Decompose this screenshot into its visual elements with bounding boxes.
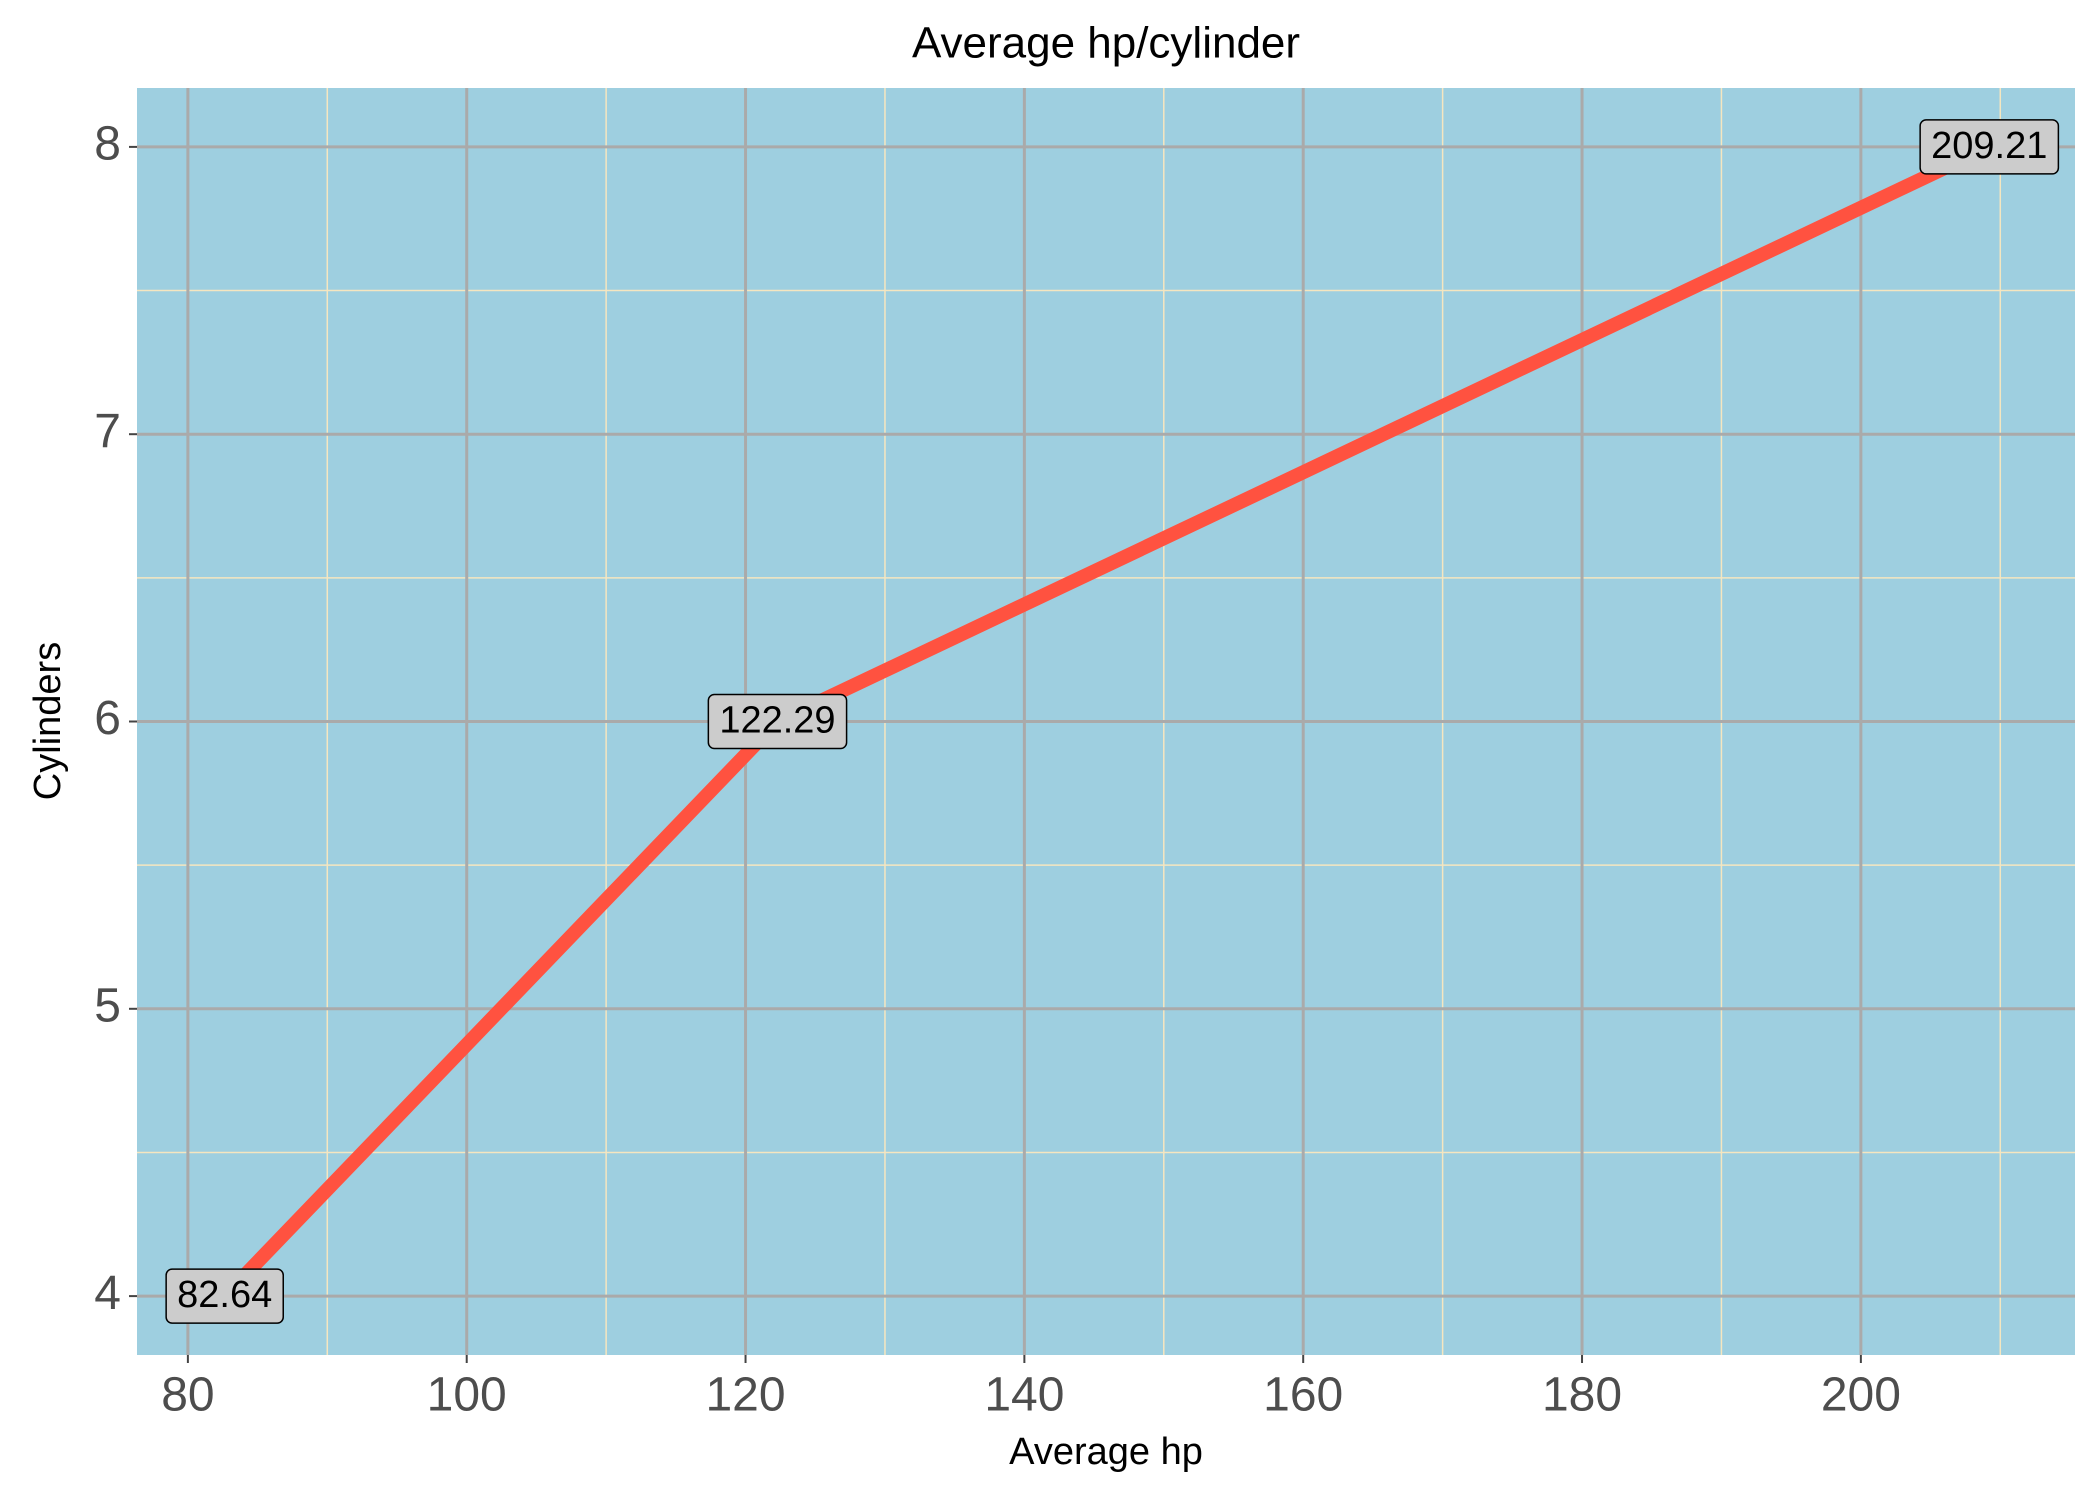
y-tick-label: 6	[94, 692, 121, 745]
x-tick-label: 100	[427, 1369, 507, 1422]
y-tick-label: 7	[94, 405, 121, 458]
chart-title: Average hp/cylinder	[912, 19, 1300, 68]
y-tick-label: 8	[94, 118, 121, 171]
grid	[137, 88, 2075, 1355]
data-label-text: 82.64	[177, 1274, 272, 1316]
y-tick-label: 4	[94, 1267, 121, 1320]
label-box	[707, 693, 848, 750]
y-axis-title: Cylinders	[27, 642, 69, 800]
x-tick-label: 180	[1542, 1369, 1622, 1422]
y-tick-label: 5	[94, 979, 121, 1032]
x-axis-title: Average hp	[1009, 1431, 1203, 1473]
x-tick-label: 80	[161, 1369, 214, 1422]
data-label-text: 122.29	[719, 700, 835, 742]
data-label: 209.21	[1919, 119, 2060, 175]
x-tick-label: 160	[1263, 1369, 1343, 1422]
label-box	[165, 1268, 284, 1324]
x-tick-label: 120	[705, 1369, 785, 1422]
data-label-text: 209.21	[1931, 125, 2047, 167]
x-tick-label: 200	[1821, 1369, 1901, 1422]
label-box	[1919, 119, 2060, 175]
data-label: 82.64	[165, 1268, 284, 1324]
x-tick-label: 140	[984, 1369, 1064, 1422]
data-label: 122.29	[707, 693, 848, 750]
